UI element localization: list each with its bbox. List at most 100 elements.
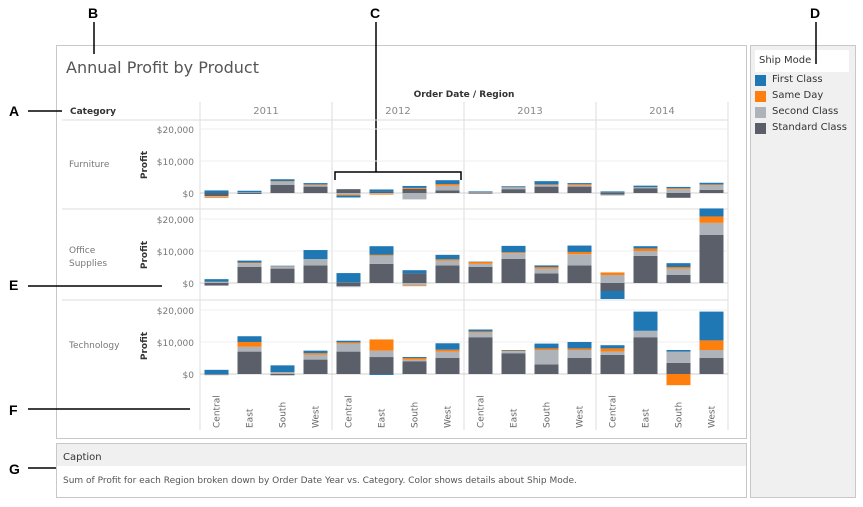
bar-segment bbox=[435, 265, 460, 283]
bar-segment bbox=[402, 358, 427, 360]
bar-segment bbox=[534, 267, 559, 269]
callout-a: A bbox=[9, 103, 20, 119]
bar-segment bbox=[402, 270, 427, 274]
bar-segment bbox=[237, 267, 262, 283]
bar-segment bbox=[237, 336, 262, 342]
bar-segment bbox=[237, 192, 262, 193]
column-header-label: Order Date / Region bbox=[414, 90, 515, 100]
bar-segment bbox=[633, 185, 658, 188]
region-label: East bbox=[378, 408, 388, 428]
bar-segment bbox=[699, 235, 724, 283]
bar-segment bbox=[699, 216, 724, 223]
bar-segment bbox=[237, 260, 262, 263]
callout-e: E bbox=[9, 277, 19, 293]
callout-d: D bbox=[810, 5, 821, 21]
bar-segment bbox=[237, 346, 262, 352]
bar-segment bbox=[435, 259, 460, 261]
y-tick-label: $10,000 bbox=[157, 248, 194, 258]
bar-segment bbox=[567, 186, 592, 193]
chart-title: Annual Profit by Product bbox=[66, 58, 259, 77]
bar-segment bbox=[270, 179, 295, 182]
y-tick-label: $0 bbox=[183, 371, 195, 381]
bar-segment bbox=[600, 272, 625, 275]
bar-segment bbox=[303, 185, 328, 187]
bar-segment bbox=[237, 263, 262, 267]
bar-segment bbox=[534, 268, 559, 274]
y-tick-label: $20,000 bbox=[157, 126, 194, 136]
bar-segment bbox=[600, 351, 625, 355]
bar-segment bbox=[402, 359, 427, 362]
bar-segment bbox=[303, 359, 328, 374]
bar-segment bbox=[600, 291, 625, 299]
bar-segment bbox=[534, 364, 559, 374]
bar-segment bbox=[336, 286, 361, 288]
y-tick-label: $10,000 bbox=[157, 339, 194, 349]
bar-segment bbox=[666, 193, 691, 198]
bar-segment bbox=[699, 184, 724, 185]
legend-swatch bbox=[755, 123, 766, 134]
bar-segment bbox=[699, 358, 724, 374]
caption-header: Caption bbox=[57, 444, 746, 466]
bar-segment bbox=[402, 357, 427, 358]
bar-segment bbox=[435, 180, 460, 185]
bar-segment bbox=[501, 186, 526, 188]
bar-segment bbox=[666, 275, 691, 283]
year-header-2014: 2014 bbox=[649, 106, 674, 117]
callout-b: B bbox=[88, 5, 99, 21]
bar-segment bbox=[336, 340, 361, 343]
bar-segment bbox=[534, 350, 559, 365]
bar-segment bbox=[468, 267, 493, 283]
bar-segment bbox=[699, 350, 724, 358]
callout-c: C bbox=[370, 5, 381, 21]
bar-segment bbox=[468, 191, 493, 193]
bar-segment bbox=[534, 181, 559, 185]
year-header-2011: 2011 bbox=[253, 106, 278, 117]
bar-segment bbox=[567, 358, 592, 374]
bar-segment bbox=[369, 246, 394, 255]
bar-segment bbox=[666, 186, 691, 189]
profit-axis-label: Profit bbox=[140, 150, 150, 179]
bar-segment bbox=[369, 193, 394, 195]
bar-segment bbox=[468, 331, 493, 333]
bar-segment bbox=[468, 329, 493, 332]
bar-segment bbox=[435, 184, 460, 186]
bar-segment bbox=[369, 191, 394, 193]
bar-segment bbox=[501, 245, 526, 253]
bar-segment bbox=[567, 185, 592, 187]
bar-segment bbox=[435, 351, 460, 358]
legend-swatch bbox=[755, 91, 766, 102]
bar-segment bbox=[336, 194, 361, 196]
y-tick-label: $20,000 bbox=[157, 307, 194, 317]
legend-panel: Ship Mode First Class Same Day Second Cl… bbox=[750, 45, 856, 498]
bar-segment bbox=[435, 349, 460, 352]
bar-segment bbox=[270, 372, 295, 374]
bar-segment bbox=[666, 268, 691, 275]
bar-segment bbox=[270, 181, 295, 185]
bar-segment bbox=[501, 252, 526, 254]
bar-segment bbox=[402, 361, 427, 374]
bar-segment bbox=[567, 254, 592, 266]
bar-segment bbox=[633, 246, 658, 249]
bar-segment bbox=[402, 188, 427, 193]
region-label: East bbox=[246, 408, 256, 428]
bar-segment bbox=[666, 188, 691, 190]
bar-segment bbox=[567, 183, 592, 185]
bar-segment bbox=[369, 254, 394, 256]
region-label: South bbox=[411, 402, 421, 428]
bar-segment bbox=[435, 343, 460, 350]
bar-segment bbox=[699, 208, 724, 217]
category-label: Technology bbox=[68, 341, 120, 351]
bar-segment bbox=[633, 337, 658, 374]
bar-segment bbox=[501, 351, 526, 354]
bar-segment bbox=[270, 185, 295, 193]
region-label: West bbox=[312, 405, 322, 428]
y-tick-label: $20,000 bbox=[157, 216, 194, 226]
row-header-label: Category bbox=[70, 107, 116, 117]
region-label: East bbox=[642, 408, 652, 428]
bar-segment bbox=[303, 186, 328, 193]
bar-segment bbox=[402, 283, 427, 286]
bar-segment bbox=[336, 193, 361, 195]
profit-axis-label: Profit bbox=[140, 331, 150, 360]
bar-segment bbox=[303, 265, 328, 283]
